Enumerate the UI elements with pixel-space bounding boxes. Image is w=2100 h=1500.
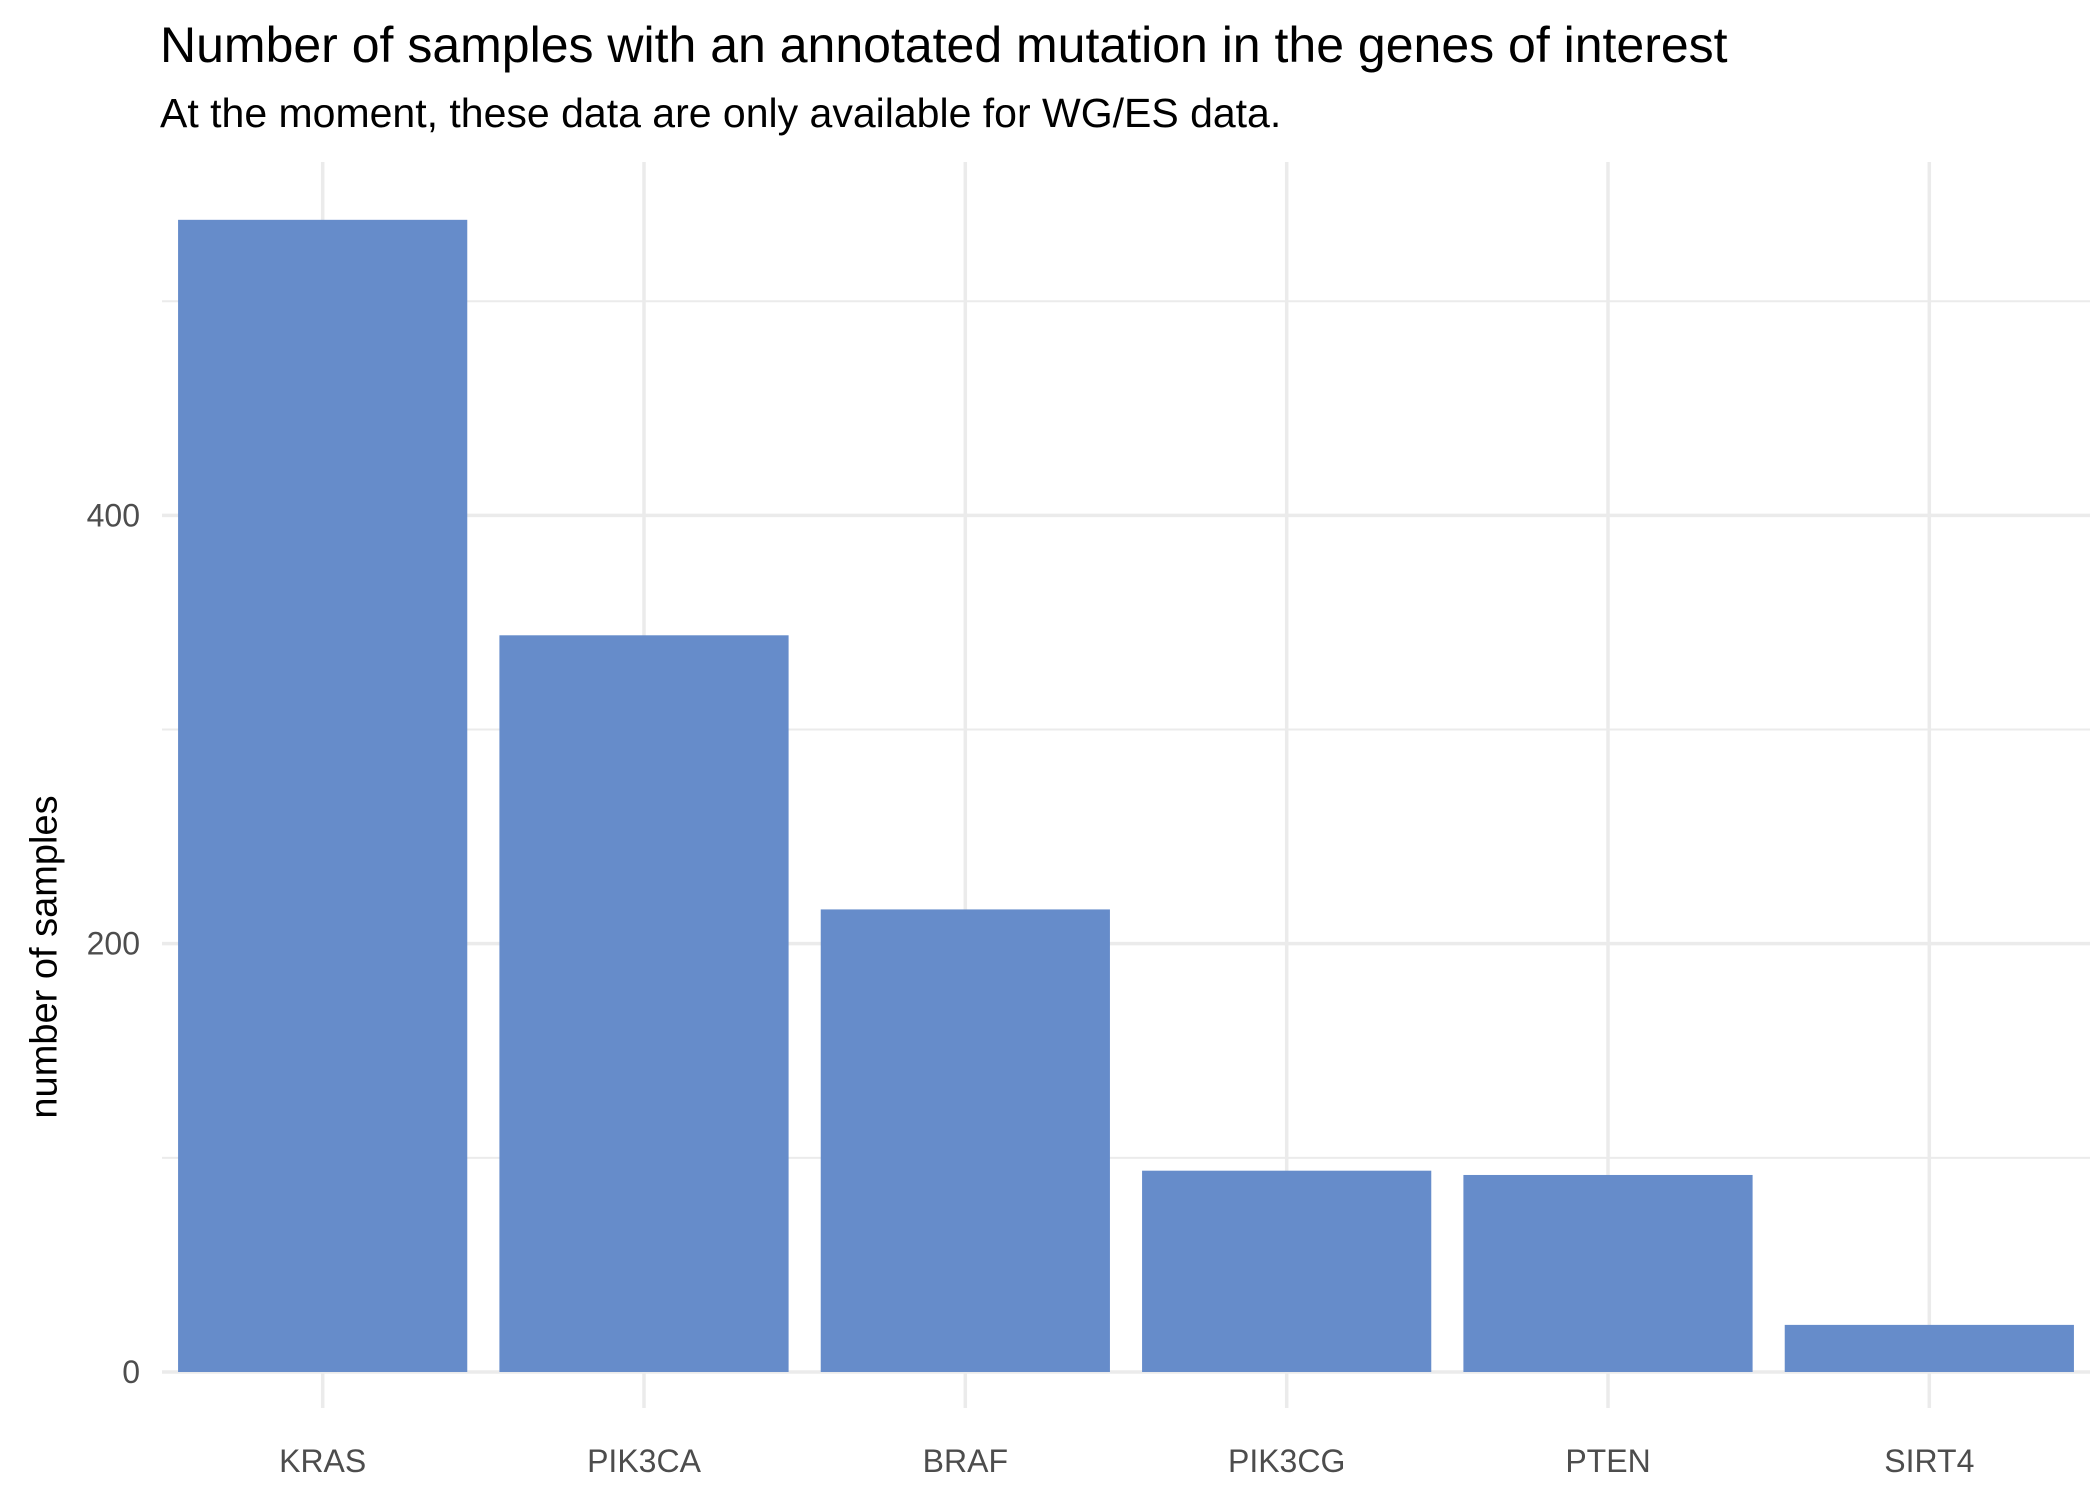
x-tick-label: SIRT4 — [1884, 1443, 1974, 1479]
bars — [178, 219, 2074, 1373]
x-tick-label: PIK3CA — [587, 1443, 701, 1479]
bar-pik3cg — [1142, 1170, 1432, 1372]
bar-sirt4 — [1784, 1324, 2074, 1372]
x-tick-label: PTEN — [1565, 1443, 1650, 1479]
y-tick-label: 400 — [87, 497, 140, 533]
x-tick-labels: KRAS PIK3CA BRAF PIK3CG PTEN SIRT4 — [279, 1443, 1974, 1479]
bar-pik3ca — [499, 635, 789, 1372]
bar-kras — [178, 219, 468, 1373]
x-tick-label: KRAS — [279, 1443, 366, 1479]
x-tick-label: BRAF — [923, 1443, 1008, 1479]
x-tick-label: PIK3CG — [1228, 1443, 1345, 1479]
y-tick-labels: 0 200 400 — [87, 497, 140, 1390]
bar-pten — [1463, 1174, 1753, 1372]
minor-gridlines — [162, 300, 2090, 1159]
chart-subtitle: At the moment, these data are only avail… — [160, 90, 1282, 136]
y-tick-label: 0 — [122, 1354, 140, 1390]
bar-braf — [820, 909, 1110, 1372]
y-tick-label: 200 — [87, 926, 140, 962]
chart-title: Number of samples with an annotated muta… — [160, 17, 1728, 73]
